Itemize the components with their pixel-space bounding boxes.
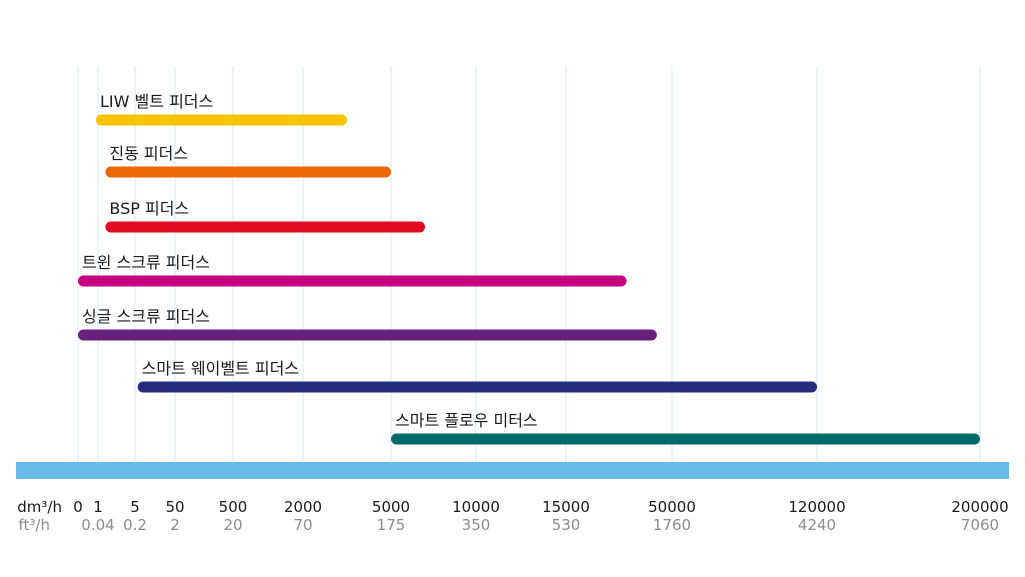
tick-label-secondary: 4240	[798, 516, 836, 534]
tick-label-secondary: 0.2	[123, 516, 147, 534]
tick-label-primary: 50	[165, 498, 184, 516]
tick-label-primary: 2000	[284, 498, 322, 516]
series-label: 싱글 스크류 피더스	[82, 307, 210, 326]
tick-label-primary: 120000	[788, 498, 845, 516]
tick-label-secondary: 2	[170, 516, 180, 534]
series-label: LIW 벨트 피더스	[100, 92, 213, 111]
series-label: 스마트 웨이벨트 피더스	[142, 359, 299, 378]
grid-lines	[77, 66, 981, 462]
tick-label-secondary: 7060	[961, 516, 999, 534]
tick-label-primary: 200000	[951, 498, 1008, 516]
tick-label-secondary: 175	[377, 516, 406, 534]
tick-label-primary: 500	[219, 498, 248, 516]
tick-label-secondary: 530	[552, 516, 581, 534]
tick-label-primary: 1	[93, 498, 103, 516]
secondary-unit-label: ft³/h	[19, 516, 50, 534]
tick-label-secondary: 20	[223, 516, 242, 534]
tick-label-primary: 15000	[542, 498, 590, 516]
series-label: BSP 피더스	[109, 199, 189, 218]
tick-label-primary: 0	[73, 498, 83, 516]
tick-label-primary: 5000	[372, 498, 410, 516]
tick-label-primary: 50000	[648, 498, 696, 516]
series-label: 진동 피더스	[109, 144, 188, 163]
tick-label-secondary: 70	[293, 516, 312, 534]
tick-label-secondary: 0.04	[81, 516, 114, 534]
tick-label-primary: 5	[130, 498, 140, 516]
tick-label-secondary: 350	[462, 516, 491, 534]
axis-band	[16, 462, 1009, 479]
series-label: 트윈 스크류 피더스	[82, 253, 210, 272]
series-label: 스마트 플로우 미터스	[395, 411, 538, 430]
tick-label-primary: 10000	[452, 498, 500, 516]
primary-unit-label: dm³/h	[17, 498, 62, 516]
tick-label-secondary: 1760	[653, 516, 691, 534]
